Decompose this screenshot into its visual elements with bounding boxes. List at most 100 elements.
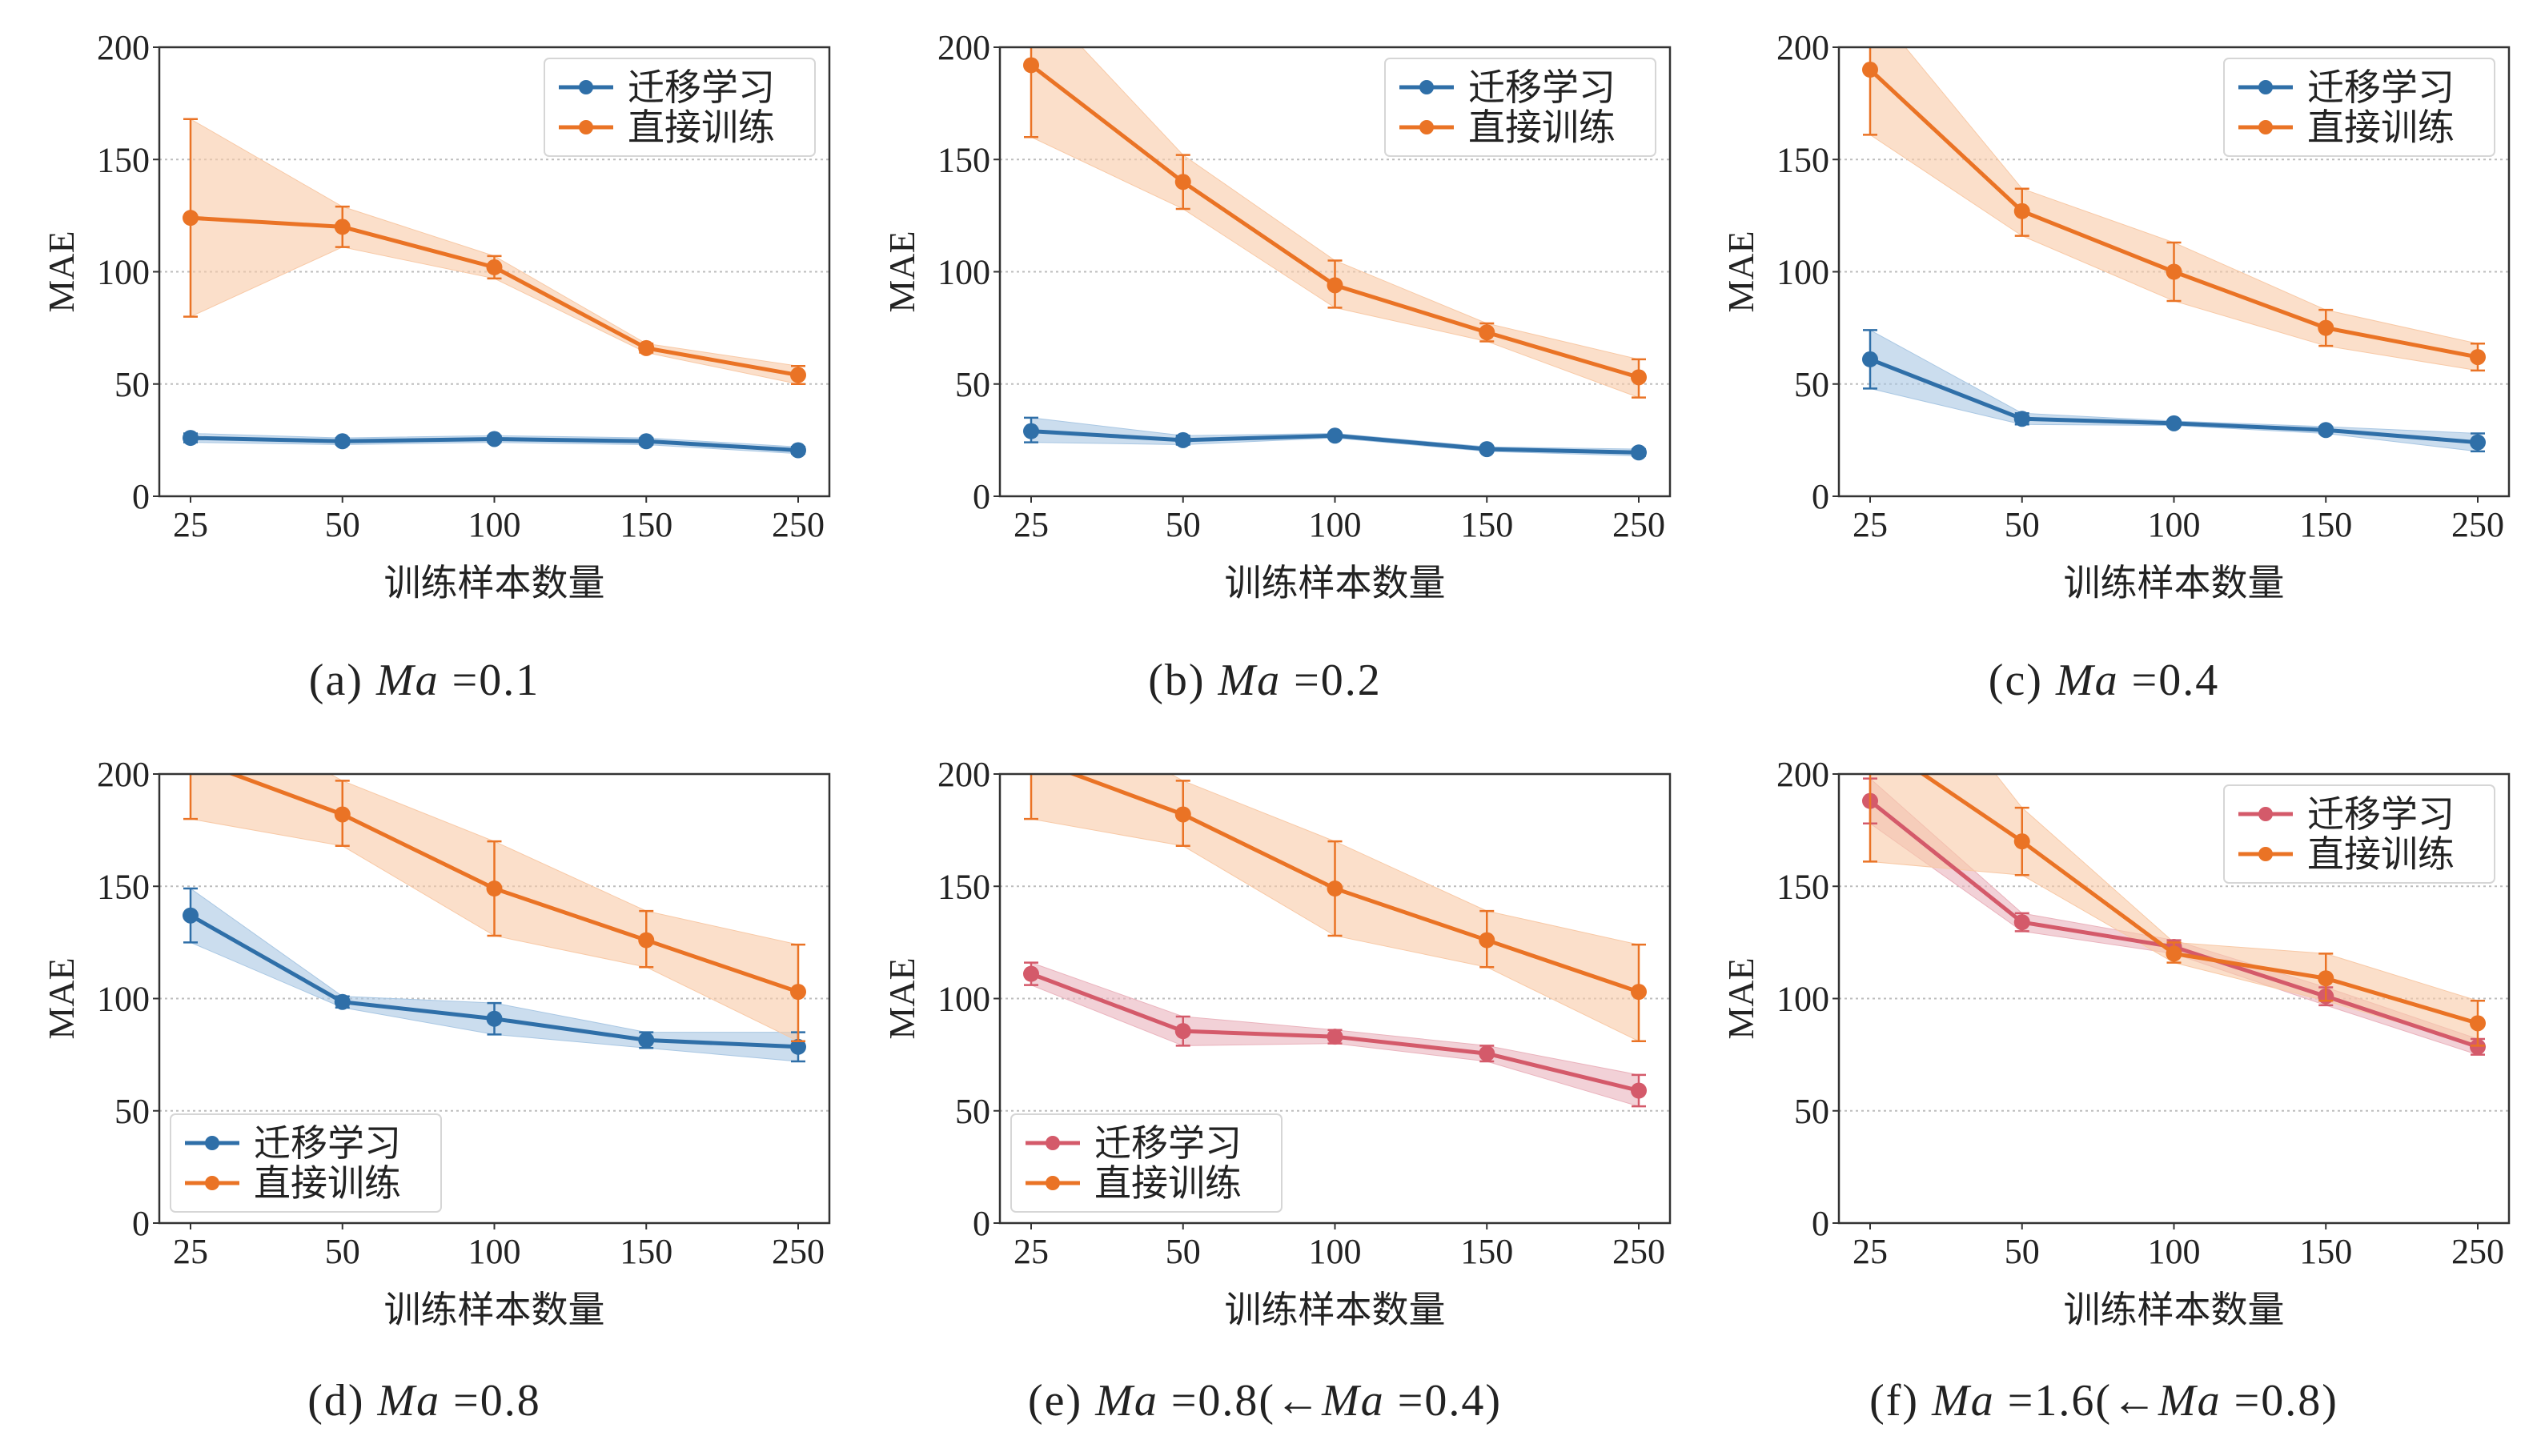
data-point-transfer — [638, 1032, 655, 1049]
x-tick-label: 50 — [1166, 1232, 1201, 1271]
y-axis-label: MAE — [41, 231, 82, 312]
caption-var2: Ma — [1322, 1376, 1385, 1426]
y-tick-label: 100 — [97, 980, 150, 1019]
x-axis-label: 训练样本数量 — [384, 561, 605, 604]
data-point-transfer — [1631, 444, 1647, 461]
data-point-direct — [1023, 57, 1039, 74]
y-tick-label: 0 — [973, 477, 990, 516]
y-tick-label: 150 — [97, 140, 150, 179]
y-tick-label: 50 — [955, 1092, 990, 1131]
data-point-direct — [2166, 945, 2182, 962]
x-tick-label: 150 — [2299, 505, 2352, 544]
legend-item: 直接训练 — [2238, 106, 2455, 149]
x-tick-label: 50 — [2005, 505, 2040, 544]
x-tick-label: 250 — [2451, 1232, 2504, 1271]
data-point-direct — [1862, 62, 1878, 78]
legend-label: 直接训练 — [2307, 106, 2455, 149]
data-point-direct — [183, 210, 199, 227]
data-point-transfer — [1327, 427, 1343, 444]
y-tick-label: 200 — [937, 755, 990, 794]
data-point-transfer — [1631, 1082, 1647, 1099]
legend-marker-icon — [205, 1176, 219, 1190]
data-point-direct — [2166, 263, 2182, 280]
caption-prefix: (c) — [1988, 656, 2056, 705]
legend-item: 直接训练 — [2238, 832, 2455, 876]
caption-suffix: =0.8(← — [1158, 1376, 1323, 1426]
x-tick-label: 250 — [2451, 505, 2504, 544]
y-tick-label: 100 — [97, 253, 150, 292]
data-point-direct — [334, 806, 351, 823]
y-tick-label: 150 — [937, 867, 990, 906]
legend-label: 直接训练 — [2307, 832, 2455, 876]
caption-c: (c) Ma =0.4 — [1680, 655, 2528, 706]
x-tick-label: 25 — [1014, 505, 1049, 544]
chart-e: 0 50 100 150 200 25 50 100 150 250 MAE 训练样本数量 迁移学习直接… — [881, 755, 1672, 1331]
chart-c: 0 50 100 150 200 25 50 100 150 250 MAE 训练样本数量 迁移学习直接… — [1720, 28, 2511, 604]
x-tick-label: 150 — [2299, 1232, 2352, 1271]
y-tick-label: 200 — [1776, 28, 1829, 67]
legend-item: 直接训练 — [1026, 1161, 1242, 1205]
y-tick-label: 50 — [114, 1092, 150, 1131]
data-point-direct — [2470, 349, 2486, 366]
data-point-transfer — [790, 442, 806, 459]
caption-prefix: (a) — [308, 656, 376, 705]
data-point-direct — [1174, 174, 1191, 191]
plot-area — [1023, 774, 1647, 1108]
data-point-direct — [1479, 324, 1495, 341]
panel-b: 0 50 100 150 200 25 50 100 150 250 MAE 训练样本数量 迁移学习 直接… — [841, 0, 1689, 728]
data-point-direct — [638, 339, 655, 356]
plot-area — [1862, 774, 2486, 1056]
x-tick-label: 25 — [1014, 1232, 1049, 1271]
caption-prefix: (f) — [1869, 1376, 1933, 1426]
data-point-direct — [2470, 1015, 2486, 1032]
chart-f: 0 50 100 150 200 25 50 100 150 250 MAE 训练样本数量 迁移学习直接… — [1720, 755, 2511, 1331]
data-point-direct — [2318, 970, 2334, 987]
confidence-band-direct — [190, 118, 799, 385]
y-axis-label: MAE — [881, 231, 922, 312]
y-axis-label: MAE — [881, 957, 922, 1039]
y-tick-label: 0 — [132, 477, 150, 516]
plot-area — [183, 774, 806, 1063]
caption-suffix: =0.2 — [1281, 656, 1382, 705]
data-point-direct — [1327, 277, 1343, 294]
legend-box — [1010, 1113, 1283, 1213]
data-point-transfer — [1174, 1023, 1191, 1040]
caption-f: (f) Ma =1.6(←Ma =0.8) — [1680, 1375, 2528, 1426]
legend-box — [2223, 58, 2495, 157]
data-point-direct — [790, 984, 806, 1001]
x-tick-label: 150 — [1460, 505, 1513, 544]
data-point-transfer — [1023, 965, 1039, 982]
legend-marker-icon — [205, 1136, 219, 1150]
legend-marker-icon — [2258, 80, 2273, 94]
data-point-transfer — [1479, 1045, 1495, 1062]
legend-item: 迁移学习 — [559, 66, 775, 109]
x-tick-label: 50 — [1166, 505, 1201, 544]
x-tick-label: 100 — [1309, 505, 1362, 544]
caption-suffix2: =0.8) — [2221, 1376, 2338, 1426]
data-point-transfer — [2470, 434, 2486, 451]
data-point-transfer — [790, 1038, 806, 1055]
x-tick-label: 50 — [2005, 1232, 2040, 1271]
y-tick-label: 0 — [1812, 477, 1829, 516]
data-point-transfer — [638, 433, 655, 450]
y-tick-label: 50 — [1794, 365, 1829, 404]
x-tick-label: 100 — [468, 505, 521, 544]
caption-prefix: (e) — [1028, 1376, 1096, 1426]
x-tick-label: 100 — [1309, 1232, 1362, 1271]
data-point-transfer — [2166, 415, 2182, 431]
chart-a: 0 50 100 150 200 25 50 100 150 250 MAE 训练样本数量 迁移学习直接… — [41, 28, 831, 604]
x-tick-label: 250 — [772, 1232, 825, 1271]
caption-d: (d) Ma =0.8 — [0, 1375, 849, 1426]
x-axis-label: 训练样本数量 — [1225, 561, 1446, 604]
y-tick-label: 150 — [97, 867, 150, 906]
data-point-transfer — [486, 431, 503, 447]
data-point-transfer — [1479, 441, 1495, 458]
panel-f: 0 50 100 150 200 25 50 100 150 250 MAE 训练样本数量 迁移学习 直接… — [1680, 727, 2528, 1454]
legend-item: 迁移学习 — [1399, 66, 1616, 109]
legend-item: 迁移学习 — [2238, 66, 2455, 109]
legend-marker-icon — [579, 120, 593, 134]
caption-var: Ma — [2055, 656, 2119, 705]
